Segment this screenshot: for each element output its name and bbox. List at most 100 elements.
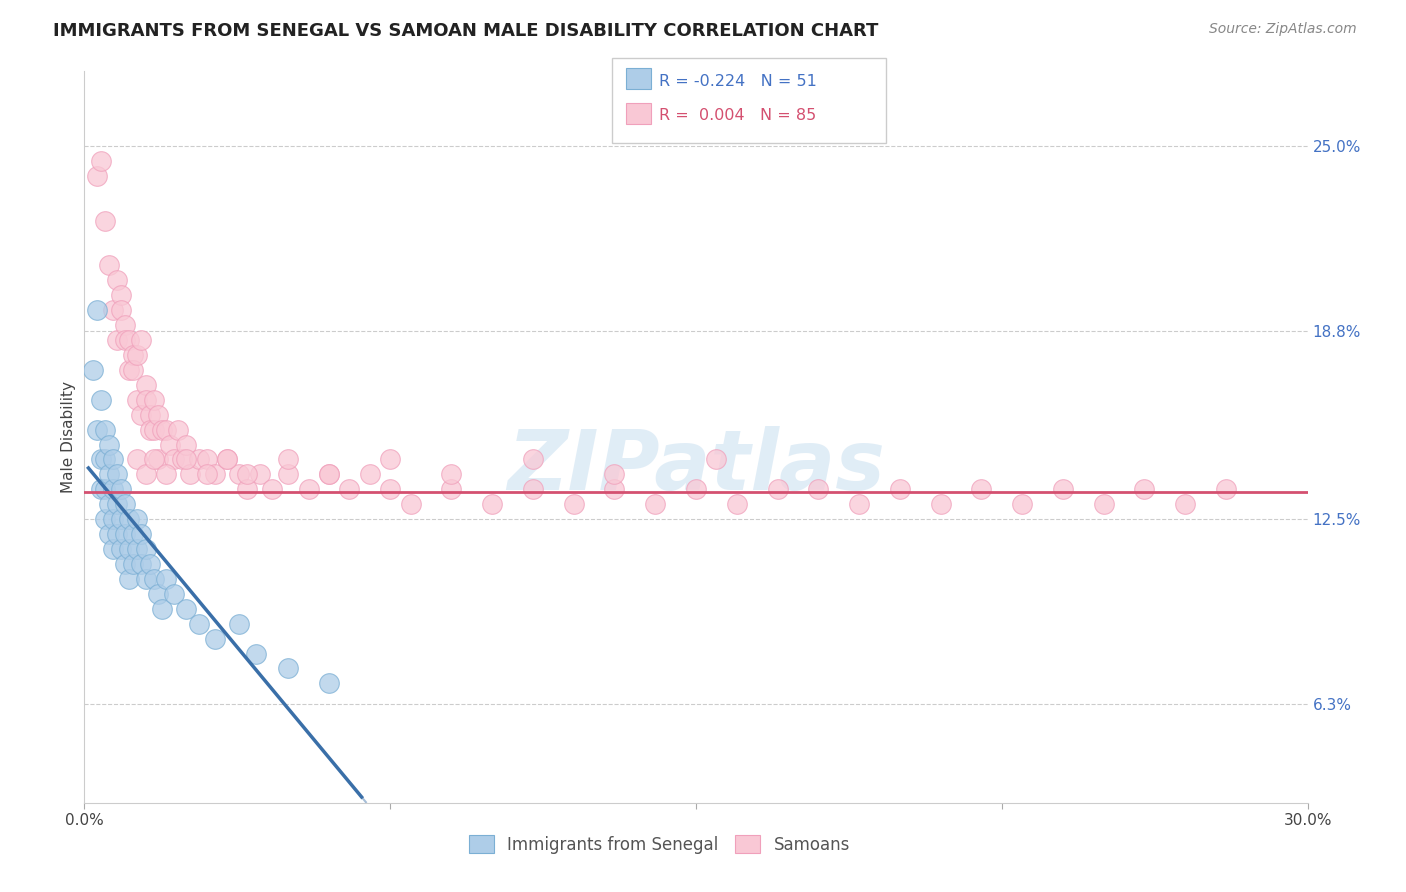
- Point: [766, 483, 789, 497]
- Point: [101, 542, 124, 557]
- Point: [318, 676, 340, 690]
- Point: [97, 259, 120, 273]
- Point: [204, 632, 226, 646]
- Point: [86, 169, 108, 183]
- Point: [155, 423, 177, 437]
- Point: [101, 483, 124, 497]
- Point: [163, 452, 186, 467]
- Point: [105, 527, 128, 541]
- Point: [163, 587, 186, 601]
- Point: [167, 423, 190, 437]
- Point: [562, 497, 585, 511]
- Point: [127, 452, 149, 467]
- Point: [1092, 497, 1115, 511]
- Point: [118, 333, 141, 347]
- Point: [204, 467, 226, 482]
- Point: [155, 572, 177, 586]
- Point: [101, 303, 124, 318]
- Point: [93, 512, 115, 526]
- Point: [359, 467, 381, 482]
- Point: [848, 497, 870, 511]
- Point: [1011, 497, 1033, 511]
- Point: [122, 557, 145, 571]
- Point: [90, 452, 112, 467]
- Point: [172, 452, 194, 467]
- Point: [142, 572, 165, 586]
- Point: [131, 408, 153, 422]
- Point: [105, 273, 128, 287]
- Point: [97, 527, 120, 541]
- Point: [138, 408, 160, 422]
- Point: [179, 467, 201, 482]
- Point: [277, 661, 299, 675]
- Point: [110, 512, 132, 526]
- Point: [118, 572, 141, 586]
- Point: [187, 616, 209, 631]
- Point: [101, 452, 124, 467]
- Point: [150, 601, 173, 615]
- Text: R = -0.224   N = 51: R = -0.224 N = 51: [659, 74, 817, 88]
- Point: [706, 452, 728, 467]
- Point: [318, 467, 340, 482]
- Point: [644, 497, 666, 511]
- Point: [90, 153, 112, 168]
- Point: [380, 452, 402, 467]
- Point: [122, 527, 145, 541]
- Point: [122, 348, 145, 362]
- Text: IMMIGRANTS FROM SENEGAL VS SAMOAN MALE DISABILITY CORRELATION CHART: IMMIGRANTS FROM SENEGAL VS SAMOAN MALE D…: [53, 22, 879, 40]
- Point: [127, 542, 149, 557]
- Point: [114, 333, 136, 347]
- Point: [217, 452, 239, 467]
- Point: [155, 467, 177, 482]
- Point: [889, 483, 911, 497]
- Point: [380, 483, 402, 497]
- Point: [236, 467, 259, 482]
- Point: [97, 497, 120, 511]
- Point: [135, 542, 157, 557]
- Point: [110, 542, 132, 557]
- Point: [217, 452, 239, 467]
- Point: [90, 392, 112, 407]
- Point: [122, 363, 145, 377]
- Point: [929, 497, 952, 511]
- Point: [725, 497, 748, 511]
- Point: [1215, 483, 1237, 497]
- Point: [228, 467, 250, 482]
- Point: [146, 452, 169, 467]
- Point: [1174, 497, 1197, 511]
- Point: [174, 452, 197, 467]
- Point: [93, 213, 115, 227]
- Point: [603, 483, 626, 497]
- Point: [118, 363, 141, 377]
- Point: [142, 452, 165, 467]
- Point: [90, 483, 112, 497]
- Point: [105, 467, 128, 482]
- Point: [131, 333, 153, 347]
- Point: [131, 557, 153, 571]
- Point: [127, 392, 149, 407]
- Point: [187, 452, 209, 467]
- Point: [131, 527, 153, 541]
- Point: [110, 483, 132, 497]
- Point: [522, 452, 544, 467]
- Point: [1052, 483, 1074, 497]
- Point: [195, 452, 218, 467]
- Point: [298, 483, 321, 497]
- Legend: Immigrants from Senegal, Samoans: Immigrants from Senegal, Samoans: [463, 829, 856, 860]
- Point: [127, 512, 149, 526]
- Text: ZIPatlas: ZIPatlas: [508, 425, 884, 507]
- Point: [138, 557, 160, 571]
- Text: R =  0.004   N = 85: R = 0.004 N = 85: [659, 109, 817, 123]
- Point: [93, 423, 115, 437]
- Point: [110, 303, 132, 318]
- Point: [86, 423, 108, 437]
- Point: [150, 423, 173, 437]
- Point: [135, 572, 157, 586]
- Point: [114, 557, 136, 571]
- Point: [101, 512, 124, 526]
- Point: [97, 437, 120, 451]
- Point: [277, 467, 299, 482]
- Point: [807, 483, 830, 497]
- Point: [174, 601, 197, 615]
- Point: [114, 497, 136, 511]
